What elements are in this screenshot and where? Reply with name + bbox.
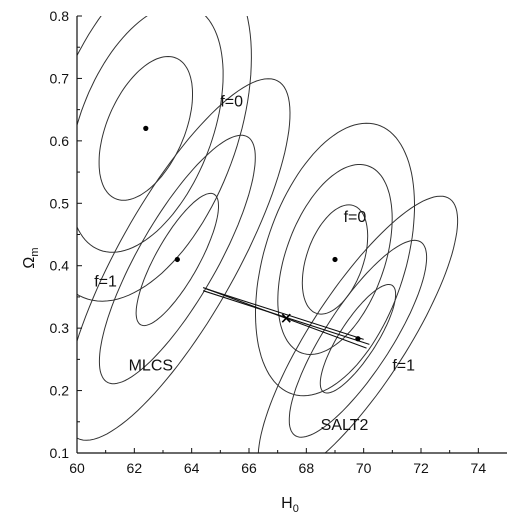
contour-3-level-0 (319, 284, 397, 394)
best-fit-point-0 (143, 125, 149, 131)
best-fit-point-3 (355, 336, 361, 342)
cross-marker (281, 313, 291, 323)
best-fit-point-1 (174, 256, 180, 263)
contour-3-level-1 (288, 239, 428, 438)
annotation-3: f=0 (344, 209, 367, 226)
connecting-line-2 (205, 288, 364, 340)
annotation-4: f=1 (392, 358, 415, 375)
x-tick-label: 64 (184, 460, 200, 476)
contour-1-level-2 (77, 78, 291, 441)
contour-2-level-0 (301, 204, 369, 315)
y-tick-label: 0.6 (50, 133, 70, 149)
y-tick-label: 0.3 (50, 320, 70, 336)
y-tick-label: 0.2 (50, 383, 70, 399)
contour-0-level-1 (77, 16, 224, 253)
contour-0-level-0 (98, 55, 193, 201)
x-tick-label: 74 (471, 460, 487, 476)
confidence-contours (77, 16, 459, 453)
y-tick-label: 0.1 (50, 445, 70, 461)
x-tick-label: 62 (127, 460, 143, 476)
contour-1-level-1 (98, 134, 256, 385)
y-tick-label: 0.7 (50, 70, 70, 86)
x-tick-label: 72 (413, 460, 429, 476)
x-tick-label: 60 (69, 460, 85, 476)
best-fit-point-2 (332, 256, 338, 263)
x-tick-label: 66 (241, 460, 257, 476)
y-tick-label: 0.5 (50, 195, 70, 211)
best-fit-points (143, 125, 361, 342)
x-ticks: 60 62 64 66 68 70 72 74 (69, 448, 486, 476)
annotation-1: f=1 (94, 273, 117, 290)
y-axis-label: Ωm (21, 247, 41, 268)
annotation-2: MLCS (129, 358, 173, 375)
x-tick-label: 70 (356, 460, 372, 476)
x-axis-label: H0 (281, 495, 299, 515)
x-tick-label: 68 (299, 460, 315, 476)
contour-2-level-2 (255, 122, 415, 397)
contour-1-level-0 (135, 192, 219, 327)
y-tick-label: 0.4 (50, 258, 70, 274)
annotation-5: SALT2 (321, 417, 369, 434)
y-ticks: 0.1 0.2 0.3 0.4 0.5 0.6 0.7 0.8 (50, 8, 82, 461)
contour-0-level-2 (77, 16, 252, 302)
annotation-0: f=0 (220, 94, 243, 111)
contour-3-level-2 (257, 195, 459, 453)
y-tick-label: 0.8 (50, 8, 70, 24)
contour-2-level-1 (277, 164, 393, 356)
annotations: f=0 f=1 MLCS f=0 f=1 SALT2 (94, 94, 415, 434)
